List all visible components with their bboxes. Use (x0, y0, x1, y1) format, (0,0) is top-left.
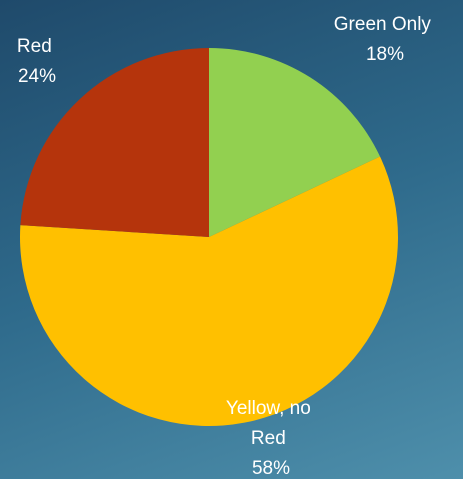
pie-slice-green-only (209, 48, 381, 237)
pie-slices (19, 48, 398, 427)
slice-label-yellow-no-red: Yellow, no Red 58% (226, 398, 316, 479)
slice-label-red: Red 24% (17, 36, 57, 87)
pie-slice-yellow-no-red (19, 156, 398, 427)
pie-slice-red (20, 48, 210, 237)
pie-labels: Green Only 18% Yellow, no Red 58% Red 24… (17, 14, 436, 479)
slice-label-green-only: Green Only 18% (334, 14, 436, 65)
